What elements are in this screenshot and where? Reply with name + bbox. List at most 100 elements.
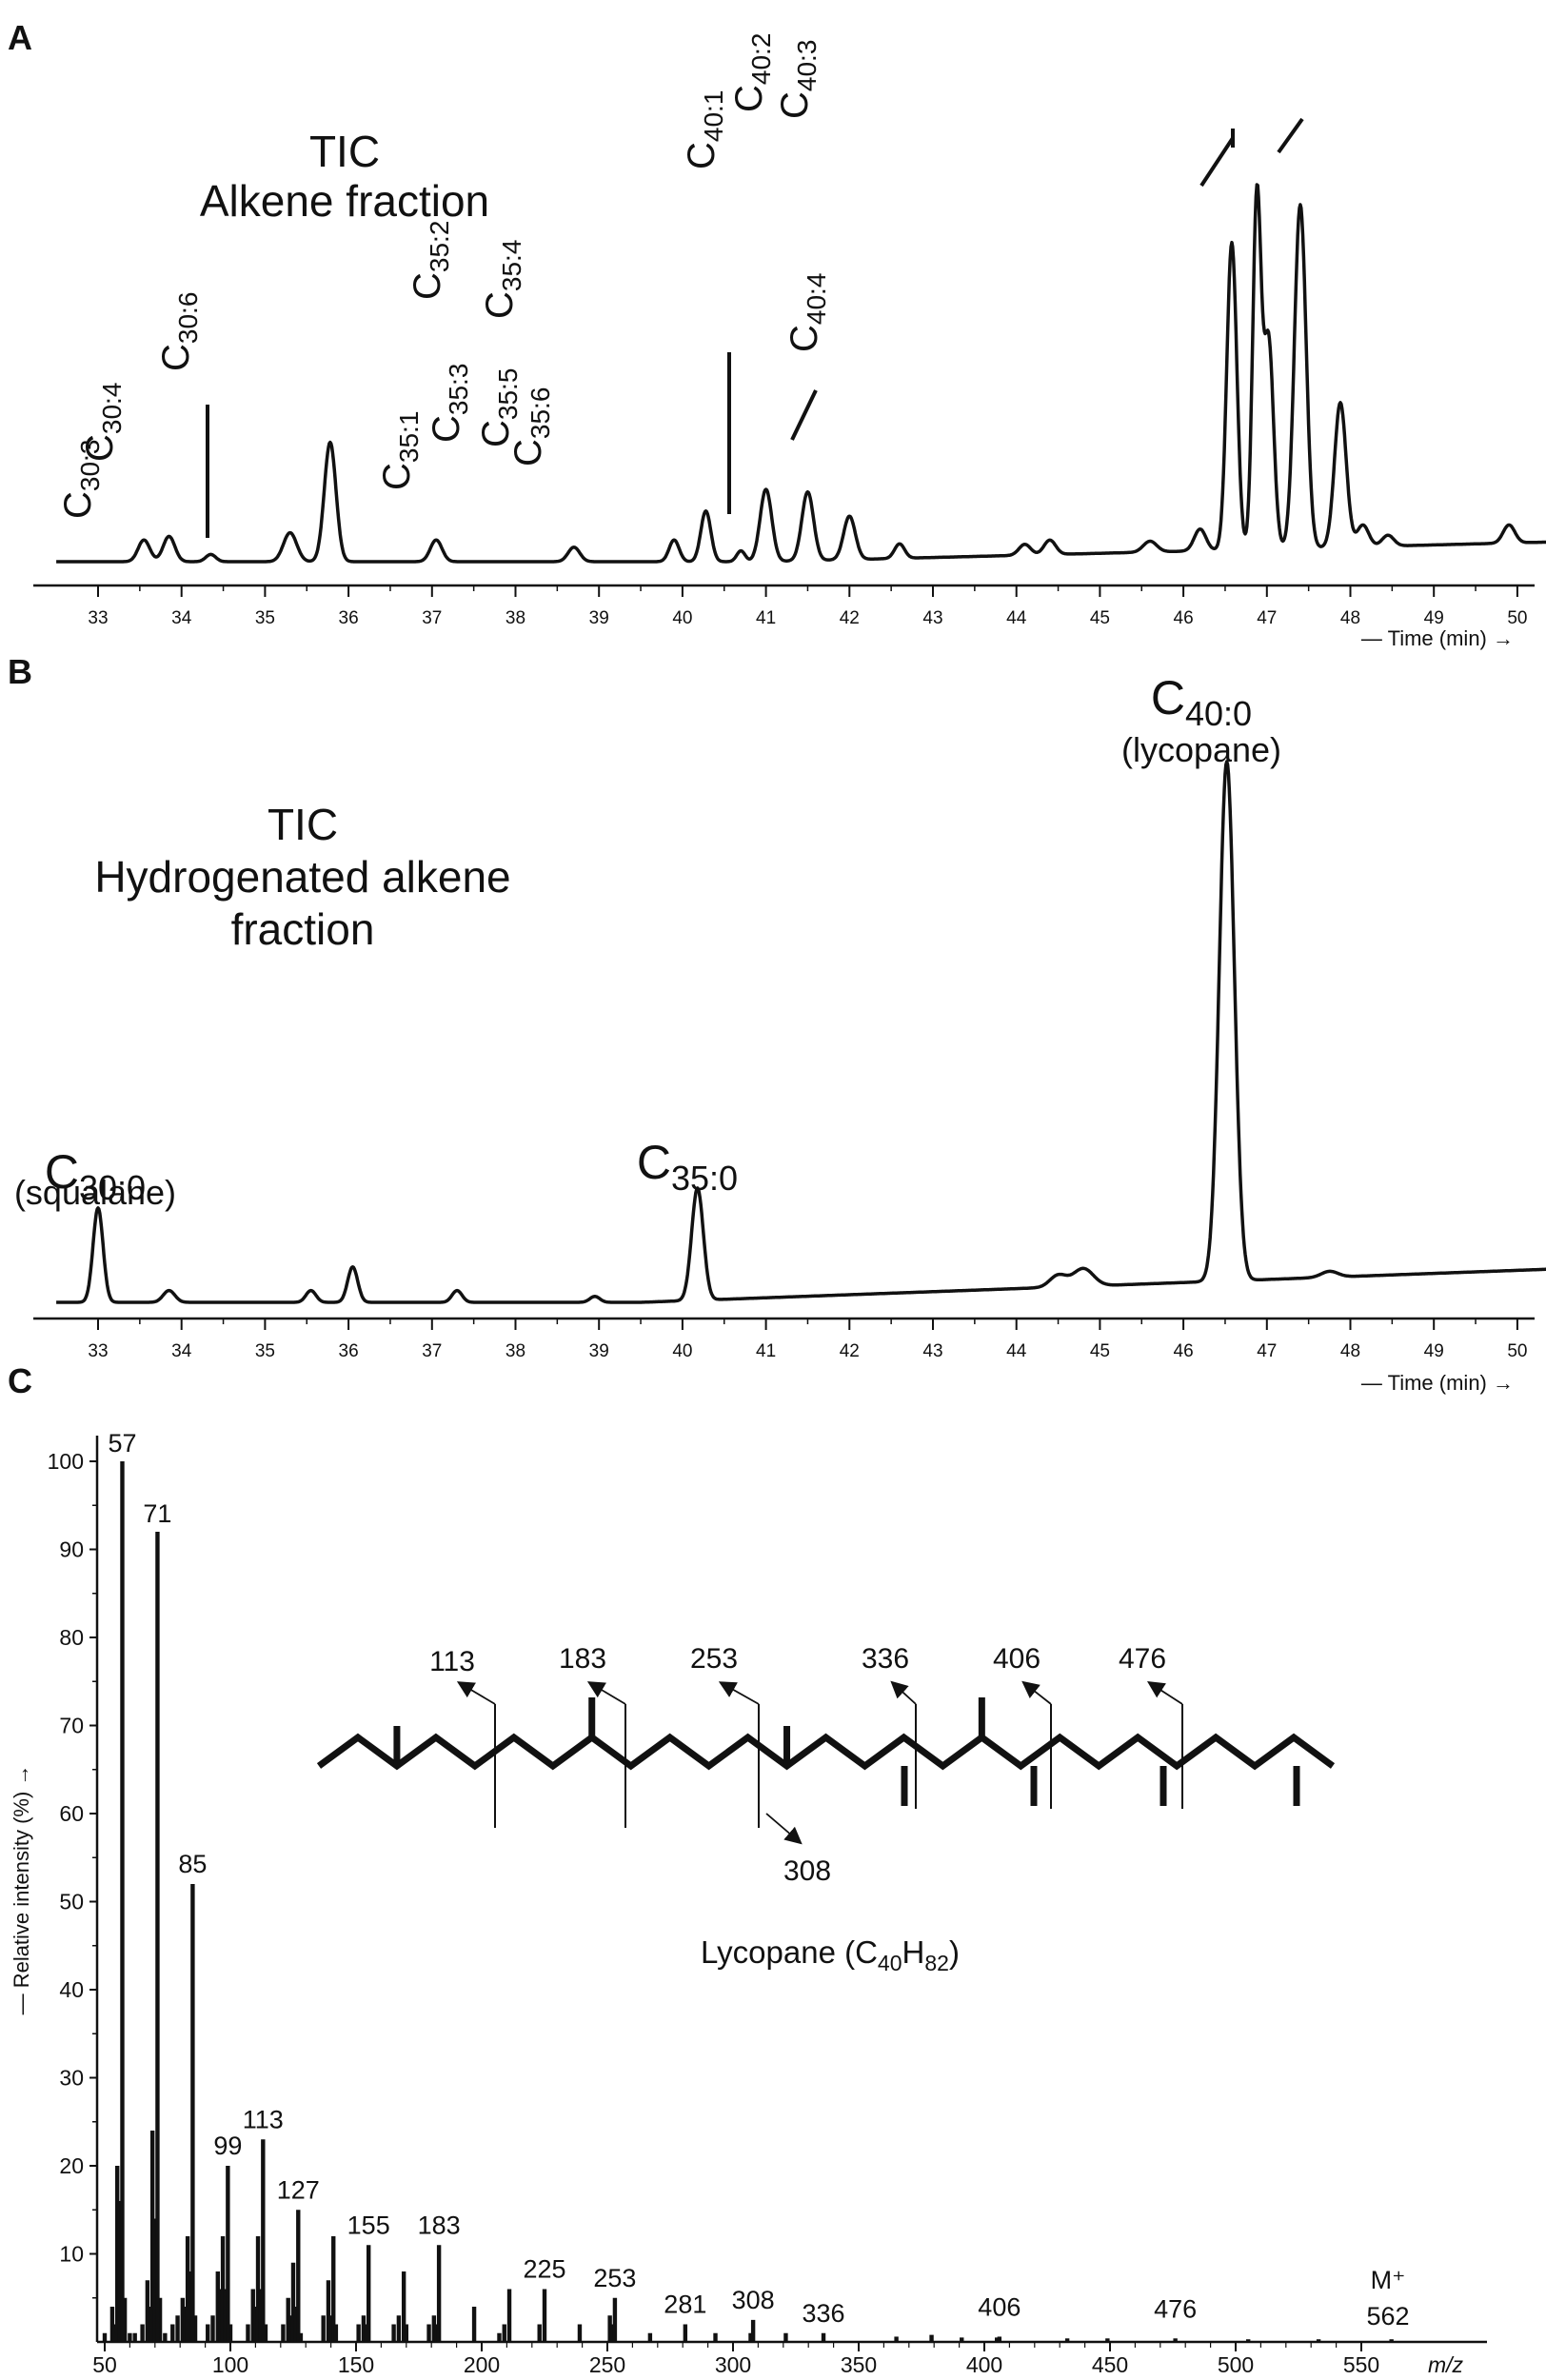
- ms-bar: [321, 2315, 326, 2342]
- tick-label: 47: [1257, 1341, 1277, 1361]
- ms-bar: [537, 2324, 542, 2342]
- panel-b-chromatogram-trace: [55, 760, 1546, 1304]
- fragment-mass-labels: 113 183 253 336 406 476 308: [429, 1643, 1183, 1887]
- molecular-ion-label: M⁺: [1371, 2266, 1406, 2294]
- ms-peak-label: 113: [243, 2105, 284, 2133]
- tick-label: 36: [339, 1341, 359, 1361]
- ms-bar: [120, 1461, 125, 2342]
- y-tick-label: 30: [59, 2066, 84, 2091]
- annotation-leader-line: [1199, 136, 1235, 188]
- annotation-leader-line: [1277, 117, 1304, 154]
- ms-peak-label: 71: [143, 1499, 171, 1528]
- ms-peak-label: 281: [664, 2291, 706, 2319]
- panel-b-title-line3: fraction: [231, 904, 375, 954]
- peak-annotation: C40:2: [728, 33, 776, 112]
- ms-bar: [426, 2324, 431, 2342]
- x-tick-label: 400: [966, 2352, 1002, 2377]
- x-tick-label: 550: [1343, 2352, 1379, 2377]
- ms-bar: [1064, 2338, 1070, 2342]
- tick-label: 37: [422, 608, 442, 628]
- ms-bar: [152, 2218, 157, 2342]
- peak-annotation: C35:0: [637, 1136, 738, 1198]
- ms-bar: [404, 2324, 408, 2342]
- x-tick-label: 450: [1092, 2352, 1128, 2377]
- ms-bar: [281, 2324, 286, 2342]
- tick-label: 46: [1174, 608, 1194, 628]
- ms-bar: [112, 2324, 117, 2342]
- ms-bar: [263, 2324, 268, 2342]
- ms-bar: [997, 2336, 1002, 2342]
- fragment-arrow: [718, 1681, 760, 1705]
- tick-label: 50: [1507, 1341, 1527, 1361]
- tick-label: 42: [840, 1341, 860, 1361]
- ms-bar: [333, 2324, 339, 2342]
- panel-b-title-line2: Hydrogenated alkene: [94, 852, 510, 902]
- ms-bar: [367, 2245, 371, 2342]
- peak-annotation: C35:2: [406, 221, 454, 300]
- peak-annotation: C30:4: [79, 383, 127, 462]
- ms-bar: [206, 2324, 210, 2342]
- ms-bar: [894, 2336, 899, 2342]
- ms-bar: [542, 2289, 547, 2342]
- ms-bar: [471, 2307, 477, 2342]
- fragment-arrow: [456, 1681, 496, 1705]
- fragment-arrow: [586, 1681, 626, 1705]
- panel-c-label: C: [8, 1361, 32, 1400]
- ms-bar: [218, 2289, 223, 2342]
- ms-bar: [821, 2332, 826, 2342]
- ms-bar: [396, 2315, 402, 2342]
- lycopane-structure: 113 183 253 336 406 476 308: [316, 1643, 1336, 1887]
- y-tick-label: 20: [59, 2153, 84, 2178]
- peak-annotation-note: (squalane): [14, 1173, 176, 1212]
- tick-label: 34: [171, 608, 192, 628]
- y-tick-label: 100: [48, 1449, 84, 1474]
- panel-b: B TIC Hydrogenated alkene fraction 33 34 3…: [8, 652, 1546, 1395]
- ms-bar: [434, 2324, 439, 2342]
- ms-bar: [610, 2324, 615, 2342]
- panel-c-bars: [102, 1461, 1394, 2342]
- tick-label: 35: [255, 608, 275, 628]
- tick-label: 36: [339, 608, 359, 628]
- ms-bar: [183, 2307, 188, 2342]
- tick-label: 46: [1174, 1341, 1194, 1361]
- tick-label: 37: [422, 1341, 442, 1361]
- tick-label: 47: [1257, 608, 1277, 628]
- ms-bar: [1246, 2339, 1251, 2342]
- tick-label: 43: [922, 608, 942, 628]
- ms-bar: [328, 2315, 333, 2342]
- ms-peak-label: 183: [418, 2211, 461, 2239]
- ms-bar: [140, 2324, 145, 2342]
- ms-bar: [128, 2332, 132, 2342]
- panel-a-title-line2: Alkene fraction: [200, 176, 489, 226]
- panel-b-label: B: [8, 652, 32, 691]
- peak-annotation: C40:0: [1151, 671, 1252, 733]
- ms-bar: [253, 2307, 258, 2342]
- ms-bar: [929, 2334, 934, 2342]
- ms-bar: [102, 2332, 108, 2342]
- peak-annotation: C40:1: [681, 90, 728, 169]
- ms-bar: [250, 2289, 255, 2342]
- ms-bar: [210, 2315, 215, 2342]
- ms-bar: [1316, 2339, 1321, 2342]
- tick-label: 34: [171, 1341, 192, 1361]
- panel-b-time-label: — Time (min) →: [1361, 1371, 1514, 1395]
- ms-peak-label: 155: [347, 2211, 390, 2239]
- tick-label: 39: [589, 1341, 609, 1361]
- ms-bar: [502, 2324, 506, 2342]
- tick-label: 40: [672, 608, 692, 628]
- tick-label: 33: [88, 608, 108, 628]
- y-tick-label: 10: [59, 2242, 84, 2267]
- tick-label: 40: [672, 1341, 692, 1361]
- ms-bar: [960, 2337, 964, 2342]
- ms-bar: [296, 2210, 301, 2342]
- tick-label: 41: [756, 1341, 776, 1361]
- ms-bar: [1173, 2338, 1178, 2342]
- ms-bar: [148, 2307, 152, 2342]
- y-tick-label: 40: [59, 1977, 84, 2002]
- ms-bar: [228, 2324, 233, 2342]
- tick-label: 42: [840, 608, 860, 628]
- ms-peak-label: 308: [732, 2286, 775, 2314]
- peak-annotation: C40:4: [783, 273, 831, 352]
- panel-c-y-ticks: 10 20 30 40 50 60 70 80 90 100: [48, 1449, 97, 2299]
